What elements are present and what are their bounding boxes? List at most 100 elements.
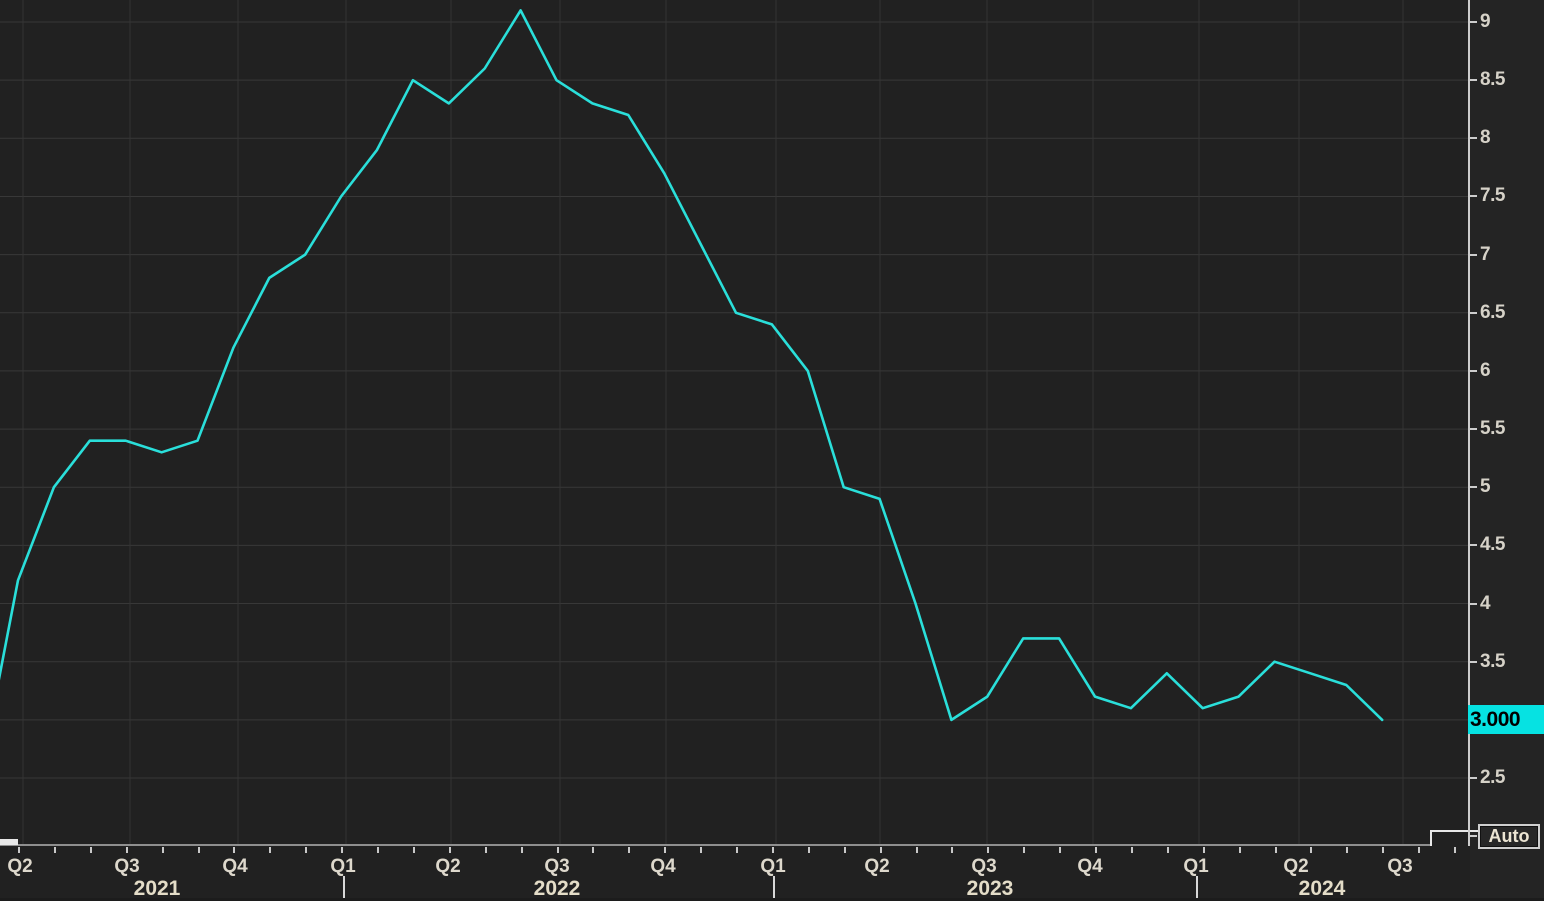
axis-corner-bracket bbox=[1430, 830, 1478, 832]
y-axis-tick bbox=[1468, 777, 1477, 779]
y-axis-tick bbox=[1468, 428, 1477, 431]
time-axis-line bbox=[0, 844, 1432, 846]
x-axis-minor-tick bbox=[736, 847, 738, 853]
y-axis-tick bbox=[1468, 835, 1477, 838]
x-axis-minor-tick bbox=[1095, 847, 1097, 853]
y-axis-label: 4 bbox=[1480, 592, 1491, 614]
x-axis-quarter-label: Q3 bbox=[1387, 856, 1413, 877]
x-axis-minor-tick bbox=[269, 847, 272, 853]
x-axis-minor-tick bbox=[1059, 847, 1062, 853]
x-axis-quarter-label: Q3 bbox=[114, 856, 140, 877]
x-axis-minor-tick bbox=[197, 847, 200, 853]
x-axis-quarter-label: Q2 bbox=[435, 856, 461, 877]
x-axis-minor-tick bbox=[843, 847, 846, 853]
x-axis-minor-tick bbox=[125, 847, 128, 853]
y-axis-tick bbox=[1468, 195, 1477, 198]
x-axis-minor-tick bbox=[807, 847, 810, 853]
x-axis-quarter-label: Q3 bbox=[544, 856, 570, 877]
x-axis-minor-tick bbox=[1454, 847, 1456, 853]
y-axis-tick bbox=[1468, 660, 1477, 663]
y-axis-tick bbox=[1468, 253, 1477, 256]
y-axis-label: 6.5 bbox=[1480, 301, 1505, 323]
x-axis-year-label: 2024 bbox=[1298, 877, 1346, 900]
x-axis-minor-tick bbox=[520, 847, 523, 853]
x-axis-minor-tick bbox=[879, 847, 882, 853]
x-axis-minor-tick bbox=[448, 847, 451, 853]
x-axis-quarter-label: Q4 bbox=[1077, 856, 1103, 877]
x-axis-minor-tick bbox=[233, 847, 236, 853]
x-axis-minor-tick bbox=[771, 847, 774, 853]
x-axis-quarter-label: Q3 bbox=[971, 856, 997, 877]
x-axis-minor-tick bbox=[1238, 847, 1241, 853]
data-line bbox=[0, 9, 1384, 722]
y-axis-label: 8.5 bbox=[1480, 69, 1505, 91]
x-axis-minor-tick bbox=[1418, 847, 1421, 853]
y-axis-tick bbox=[1468, 602, 1477, 605]
y-axis-tick bbox=[1468, 137, 1477, 140]
y-axis-tick bbox=[1468, 544, 1477, 547]
x-axis-minor-tick bbox=[305, 847, 308, 853]
x-axis-minor-tick bbox=[556, 847, 559, 853]
y-axis-label: 4.5 bbox=[1480, 534, 1505, 556]
x-axis-year-tick bbox=[773, 876, 775, 898]
x-axis-minor-tick bbox=[1310, 847, 1313, 853]
x-axis-minor-tick bbox=[1346, 847, 1349, 853]
x-axis-minor-tick bbox=[1202, 847, 1205, 853]
x-axis-minor-tick bbox=[1166, 847, 1169, 853]
y-axis-tick bbox=[1468, 79, 1477, 82]
x-axis-minor-tick bbox=[1274, 847, 1277, 853]
x-axis-year-tick bbox=[343, 876, 345, 898]
x-axis-minor-tick bbox=[1023, 847, 1026, 853]
x-axis-minor-tick bbox=[951, 847, 954, 853]
time-axis-scroll-notch[interactable] bbox=[0, 839, 18, 845]
x-axis-minor-tick bbox=[341, 847, 344, 853]
x-axis-quarter-label: Q2 bbox=[1283, 856, 1309, 877]
x-axis-year-label: 2022 bbox=[533, 877, 581, 900]
y-axis-label: 8 bbox=[1480, 127, 1491, 149]
value-axis[interactable] bbox=[1470, 0, 1544, 898]
y-axis-label: 5 bbox=[1480, 476, 1491, 498]
x-axis-minor-tick bbox=[89, 847, 92, 853]
x-axis-minor-tick bbox=[628, 847, 631, 853]
y-axis-label: 7.5 bbox=[1480, 185, 1505, 207]
y-axis-tick bbox=[1468, 311, 1477, 314]
y-axis-label: 5.5 bbox=[1480, 418, 1505, 440]
x-axis-quarter-label: Q2 bbox=[864, 856, 890, 877]
y-axis-label: 2.5 bbox=[1480, 767, 1505, 788]
y-axis-label: 6 bbox=[1480, 359, 1491, 381]
x-axis-minor-tick bbox=[664, 847, 667, 853]
x-axis-minor-tick bbox=[1130, 847, 1133, 853]
x-axis-quarter-label: Q2 bbox=[7, 856, 33, 877]
auto-scale-button[interactable]: Auto bbox=[1478, 824, 1540, 849]
x-axis-minor-tick bbox=[412, 847, 415, 853]
x-axis-minor-tick bbox=[915, 847, 918, 853]
x-axis-minor-tick bbox=[18, 847, 20, 853]
x-axis-minor-tick bbox=[377, 847, 379, 853]
x-axis-minor-tick bbox=[700, 847, 703, 853]
y-axis-tick bbox=[1468, 21, 1477, 23]
x-axis-minor-tick bbox=[592, 847, 595, 853]
x-axis-quarter-label: Q1 bbox=[760, 856, 786, 877]
x-axis-year-tick bbox=[1196, 876, 1198, 898]
x-axis-minor-tick bbox=[53, 847, 56, 853]
x-axis-quarter-label: Q4 bbox=[222, 856, 248, 877]
x-axis-minor-tick bbox=[161, 847, 164, 853]
value-axis-line bbox=[1468, 0, 1470, 846]
x-axis-quarter-label: Q4 bbox=[650, 856, 676, 877]
x-axis-quarter-label: Q1 bbox=[1183, 856, 1209, 877]
x-axis-minor-tick bbox=[987, 847, 990, 853]
plot-area[interactable] bbox=[0, 0, 1468, 847]
y-axis-label: 3.5 bbox=[1480, 650, 1505, 672]
last-value-badge: 3.000 bbox=[1468, 705, 1544, 735]
axis-corner-bracket-vertical bbox=[1430, 830, 1432, 846]
x-axis-year-label: 2023 bbox=[966, 877, 1014, 900]
x-axis-year-label: 2021 bbox=[133, 877, 181, 900]
x-axis-minor-tick bbox=[1382, 847, 1385, 853]
x-axis-minor-tick bbox=[484, 847, 487, 853]
y-axis-label: 9 bbox=[1480, 11, 1491, 32]
y-axis-tick bbox=[1468, 369, 1477, 372]
y-axis-tick bbox=[1468, 486, 1477, 489]
y-axis-label: 7 bbox=[1480, 243, 1491, 265]
x-axis-quarter-label: Q1 bbox=[330, 856, 356, 877]
